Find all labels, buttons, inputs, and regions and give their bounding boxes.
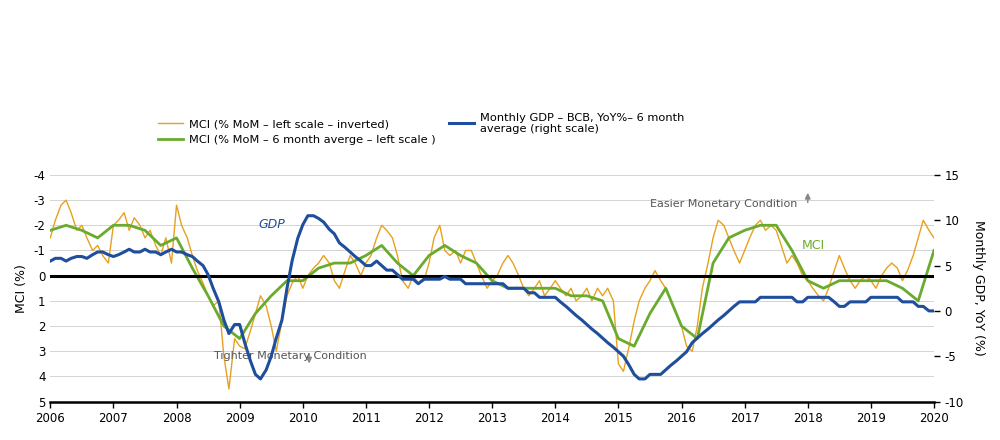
Text: Tighter Monetary Condition: Tighter Monetary Condition xyxy=(214,351,367,361)
Y-axis label: MCI (%): MCI (%) xyxy=(15,264,28,313)
Text: MCI: MCI xyxy=(801,239,825,252)
Text: GDP: GDP xyxy=(259,218,285,231)
Legend: MCI (% MoM – left scale – inverted), MCI (% MoM – 6 month averge – left scale ),: MCI (% MoM – left scale – inverted), MCI… xyxy=(154,108,689,150)
Text: Easier Monetary Condition: Easier Monetary Condition xyxy=(650,199,797,209)
Y-axis label: Monthly GDP, YoY (%): Monthly GDP, YoY (%) xyxy=(972,220,985,356)
